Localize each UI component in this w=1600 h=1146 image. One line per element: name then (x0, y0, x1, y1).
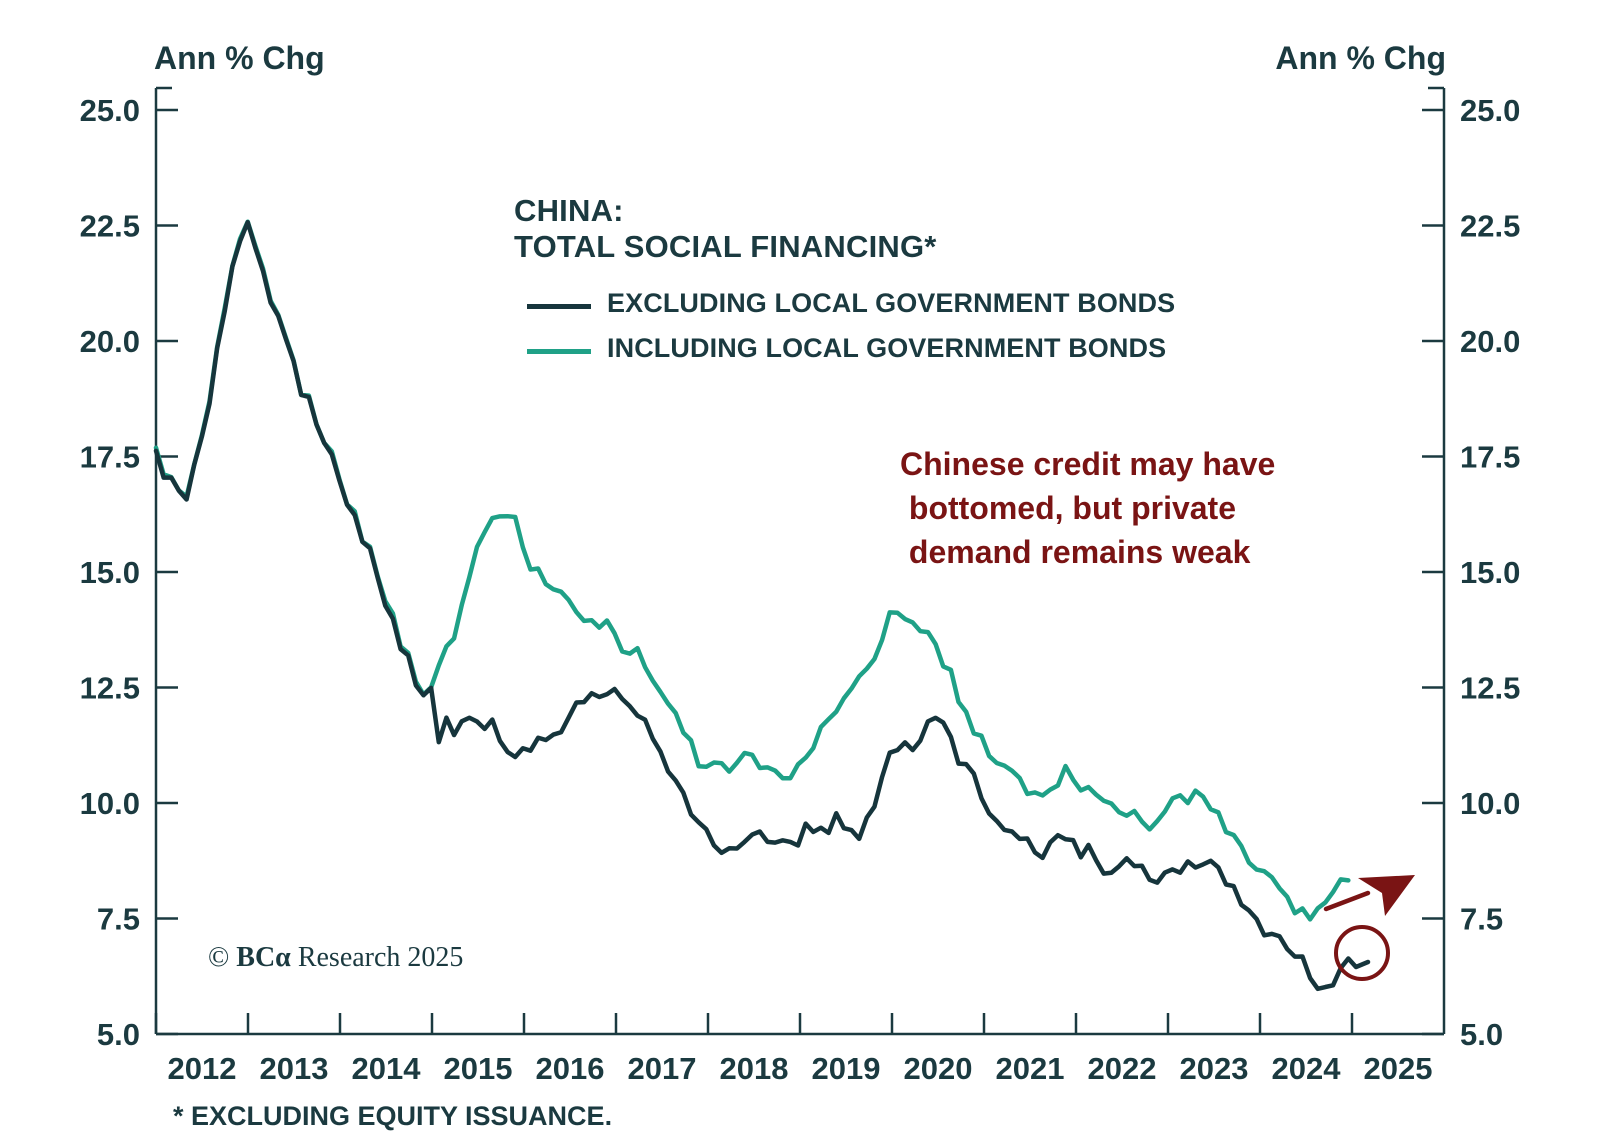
svg-text:* EXCLUDING EQUITY ISSUANCE.: * EXCLUDING EQUITY ISSUANCE. (173, 1101, 612, 1131)
svg-text:Ann % Chg: Ann % Chg (154, 40, 325, 76)
svg-text:17.5: 17.5 (80, 440, 140, 475)
svg-text:10.0: 10.0 (1460, 786, 1520, 821)
svg-text:12.5: 12.5 (1460, 671, 1520, 706)
svg-text:2012: 2012 (168, 1051, 237, 1086)
svg-text:2014: 2014 (352, 1051, 422, 1086)
svg-text:22.5: 22.5 (1460, 209, 1520, 244)
svg-text:7.5: 7.5 (97, 902, 140, 937)
svg-text:2024: 2024 (1272, 1051, 1342, 1086)
svg-text:10.0: 10.0 (80, 786, 140, 821)
svg-text:2022: 2022 (1088, 1051, 1157, 1086)
svg-text:2017: 2017 (628, 1051, 697, 1086)
svg-text:2020: 2020 (904, 1051, 973, 1086)
svg-text:2018: 2018 (720, 1051, 789, 1086)
svg-text:2016: 2016 (536, 1051, 605, 1086)
svg-text:2015: 2015 (444, 1051, 513, 1086)
svg-text:2023: 2023 (1180, 1051, 1249, 1086)
svg-text:20.0: 20.0 (80, 324, 140, 359)
svg-text:20.0: 20.0 (1460, 324, 1520, 359)
svg-text:2021: 2021 (996, 1051, 1065, 1086)
svg-text:2025: 2025 (1364, 1051, 1433, 1086)
svg-text:12.5: 12.5 (80, 671, 140, 706)
svg-text:25.0: 25.0 (80, 93, 140, 128)
svg-text:22.5: 22.5 (80, 209, 140, 244)
svg-text:2013: 2013 (260, 1051, 329, 1086)
svg-text:25.0: 25.0 (1460, 93, 1520, 128)
svg-text:7.5: 7.5 (1460, 902, 1503, 937)
svg-text:15.0: 15.0 (80, 555, 140, 590)
svg-text:5.0: 5.0 (97, 1017, 140, 1052)
svg-text:Ann % Chg: Ann % Chg (1275, 40, 1446, 76)
svg-text:2019: 2019 (812, 1051, 881, 1086)
svg-text:5.0: 5.0 (1460, 1017, 1503, 1052)
svg-text:17.5: 17.5 (1460, 440, 1520, 475)
svg-text:15.0: 15.0 (1460, 555, 1520, 590)
